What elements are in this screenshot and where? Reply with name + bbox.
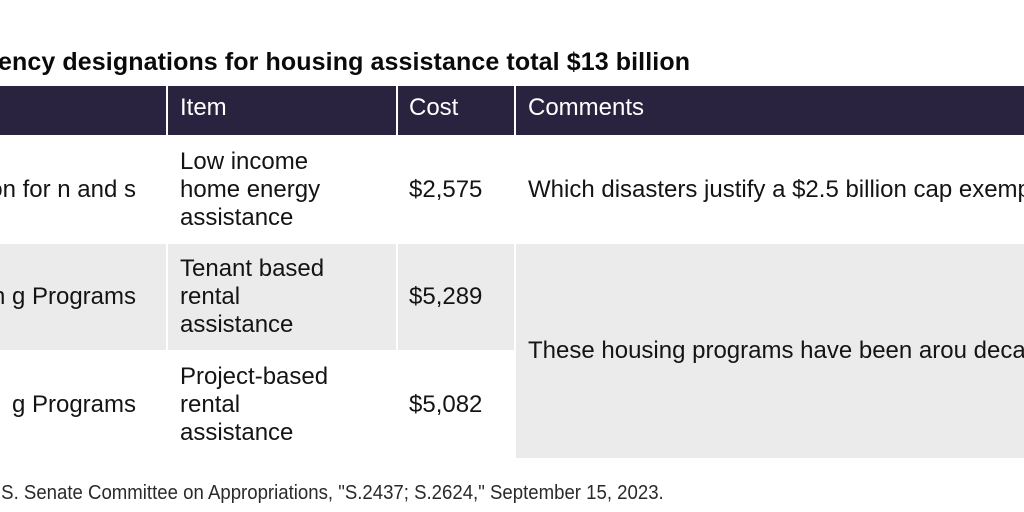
header-agency [0, 86, 166, 135]
header-comments-label: Comments [528, 94, 645, 121]
housing-assistance-table: Item Cost Comments stration for n and s … [0, 86, 1024, 460]
cost-value: $5,289 [409, 283, 483, 310]
header-comments: Comments [516, 86, 1024, 135]
row-1-cost: $2,575 [398, 137, 514, 242]
row-2-cost: $5,289 [398, 244, 514, 350]
row-2-item: Tenant based rental assistance [168, 244, 396, 350]
header-cost: Cost [398, 86, 514, 135]
item-text: Tenant based rental assistance [180, 255, 325, 338]
header-cost-label: Cost [409, 94, 459, 121]
row-3-cost: $5,082 [398, 352, 514, 458]
row-1-item: Low income home energy assistance [168, 137, 396, 242]
row-2-3-comments: These housing programs have been arou de… [516, 244, 1024, 458]
item-text: Low income home energy assistance [180, 147, 321, 231]
comment-text: These housing programs have been arou de… [528, 337, 1024, 364]
header-item: Item [168, 86, 396, 135]
header-item-label: Item [180, 94, 227, 121]
row-1-comments: Which disasters justify a $2.5 billion c… [516, 137, 1024, 242]
agency-text: stration for n and s [0, 175, 136, 203]
row-3-item: Project-based rental assistance [168, 352, 396, 458]
agency-text: g Programs [11, 391, 136, 418]
table-title: ency designations for housing assistance… [0, 48, 691, 76]
cost-value: $5,082 [409, 391, 483, 418]
row-2-agency: and Indian g Programs [0, 244, 166, 350]
row-3-agency: g Programs [0, 352, 166, 458]
source-note: .S. Senate Committee on Appropriations, … [0, 482, 664, 504]
agency-text: and Indian g Programs [0, 283, 136, 310]
comment-text: Which disasters justify a $2.5 billion c… [528, 175, 1024, 203]
item-text: Project-based rental assistance [180, 363, 329, 446]
row-1-agency: stration for n and s [0, 137, 166, 242]
cost-value: $2,575 [409, 175, 483, 203]
